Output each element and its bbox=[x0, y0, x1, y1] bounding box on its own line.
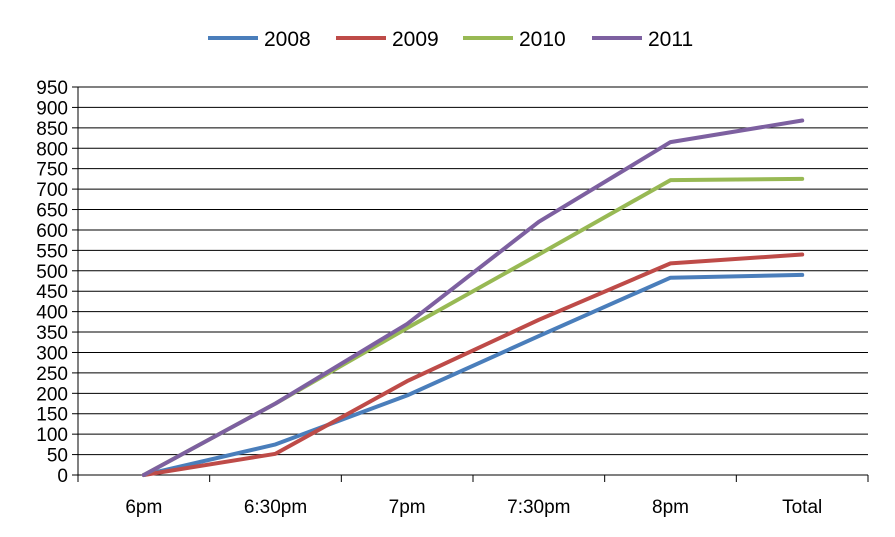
series-line-2010 bbox=[141, 176, 805, 477]
y-tick-label: 0 bbox=[57, 466, 68, 487]
x-tick-label: Total bbox=[782, 497, 822, 518]
x-tick-label: 7:30pm bbox=[507, 497, 570, 518]
y-tick-label: 750 bbox=[36, 160, 68, 181]
y-tick-label: 100 bbox=[36, 425, 68, 446]
y-tick-label: 300 bbox=[36, 343, 68, 364]
x-tick-label: 6:30pm bbox=[244, 497, 307, 518]
y-tick-label: 200 bbox=[36, 384, 68, 405]
y-tick-label: 500 bbox=[36, 262, 68, 283]
y-tick-label: 650 bbox=[36, 201, 68, 222]
gridlines bbox=[72, 86, 868, 476]
y-tick-label: 400 bbox=[36, 303, 68, 324]
y-tick-label: 700 bbox=[36, 180, 68, 201]
y-tick-label: 150 bbox=[36, 405, 68, 426]
y-tick-label: 600 bbox=[36, 221, 68, 242]
y-tick-label: 550 bbox=[36, 241, 68, 262]
legend: 2008 2009 2010 2011 bbox=[208, 28, 693, 51]
legend-label-2011: 2011 bbox=[648, 28, 693, 51]
y-tick-label: 900 bbox=[36, 98, 68, 119]
y-tick-label: 850 bbox=[36, 119, 68, 140]
y-tick-label: 950 bbox=[36, 78, 68, 99]
x-tick-label: 8pm bbox=[652, 497, 689, 518]
y-tick-label: 350 bbox=[36, 323, 68, 344]
y-tick-label: 450 bbox=[36, 282, 68, 303]
series-lines bbox=[141, 118, 805, 477]
y-tick-label: 800 bbox=[36, 139, 68, 160]
x-tick-label: 6pm bbox=[125, 497, 162, 518]
x-tick-label: 7pm bbox=[389, 497, 426, 518]
legend-label-2010: 2010 bbox=[519, 28, 566, 51]
legend-label-2009: 2009 bbox=[392, 28, 439, 51]
x-axis-tick-labels: 6pm 6:30pm 7pm 7:30pm 8pm Total bbox=[125, 497, 822, 518]
y-tick-label: 50 bbox=[47, 446, 68, 467]
series-line-2008 bbox=[141, 272, 805, 477]
axes bbox=[77, 87, 869, 482]
legend-label-2008: 2008 bbox=[264, 28, 311, 51]
y-tick-label: 250 bbox=[36, 364, 68, 385]
y-axis-tick-labels: 0501001502002503003504004505005506006507… bbox=[36, 78, 68, 487]
series-line-2009 bbox=[141, 252, 805, 477]
series-line-2011 bbox=[141, 118, 805, 477]
